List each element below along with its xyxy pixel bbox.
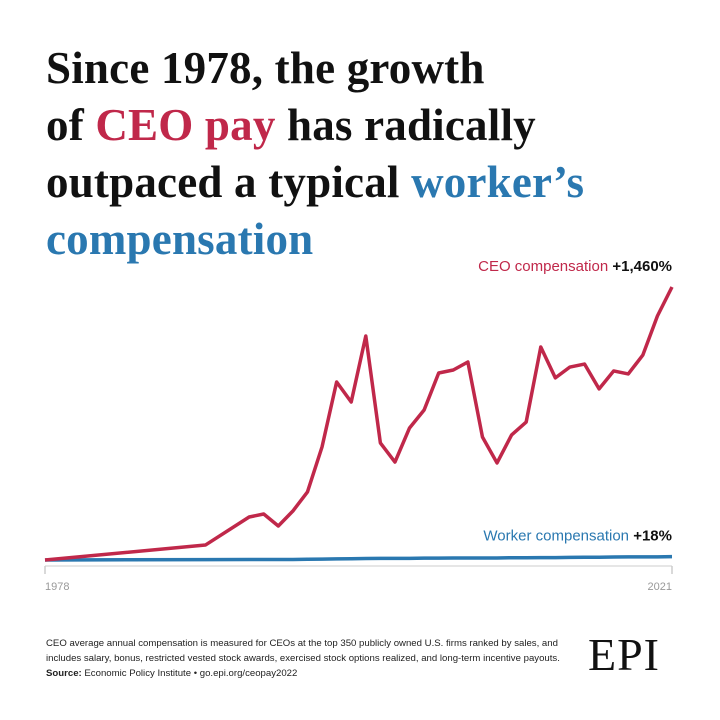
- title-part: outpaced a typical: [46, 157, 412, 207]
- value-label: +1,460%: [612, 258, 672, 275]
- source-label: Source:: [46, 668, 82, 679]
- series-label: Worker compensation +18%: [483, 528, 672, 545]
- series-line: [44, 554, 673, 562]
- series-line: [44, 286, 674, 562]
- title-part: CEO pay: [95, 100, 276, 150]
- series-label: CEO compensation +1,460%: [478, 258, 672, 275]
- legend-name: CEO compensation: [478, 258, 608, 275]
- footnote-block: CEO average annual compensation is measu…: [46, 636, 576, 681]
- source: Economic Policy Institute • go.epi.org/c…: [84, 668, 298, 679]
- title: Since 1978, the growth of CEO pay has rad…: [46, 40, 584, 268]
- title-part: compensation: [46, 214, 314, 264]
- title-part: Since 1978, the growth: [46, 43, 485, 93]
- legend-name: Worker compensation: [483, 528, 629, 545]
- x-tick-label: 2021: [648, 581, 672, 593]
- footnote: CEO average annual compensation is measu…: [46, 638, 560, 664]
- logo: EPI: [588, 629, 660, 680]
- title-part: worker’s: [411, 157, 585, 207]
- x-tick-label: 1978: [45, 581, 69, 593]
- value-label: +18%: [633, 528, 672, 545]
- title-part: of: [46, 100, 96, 150]
- title-part: has radically: [275, 100, 536, 150]
